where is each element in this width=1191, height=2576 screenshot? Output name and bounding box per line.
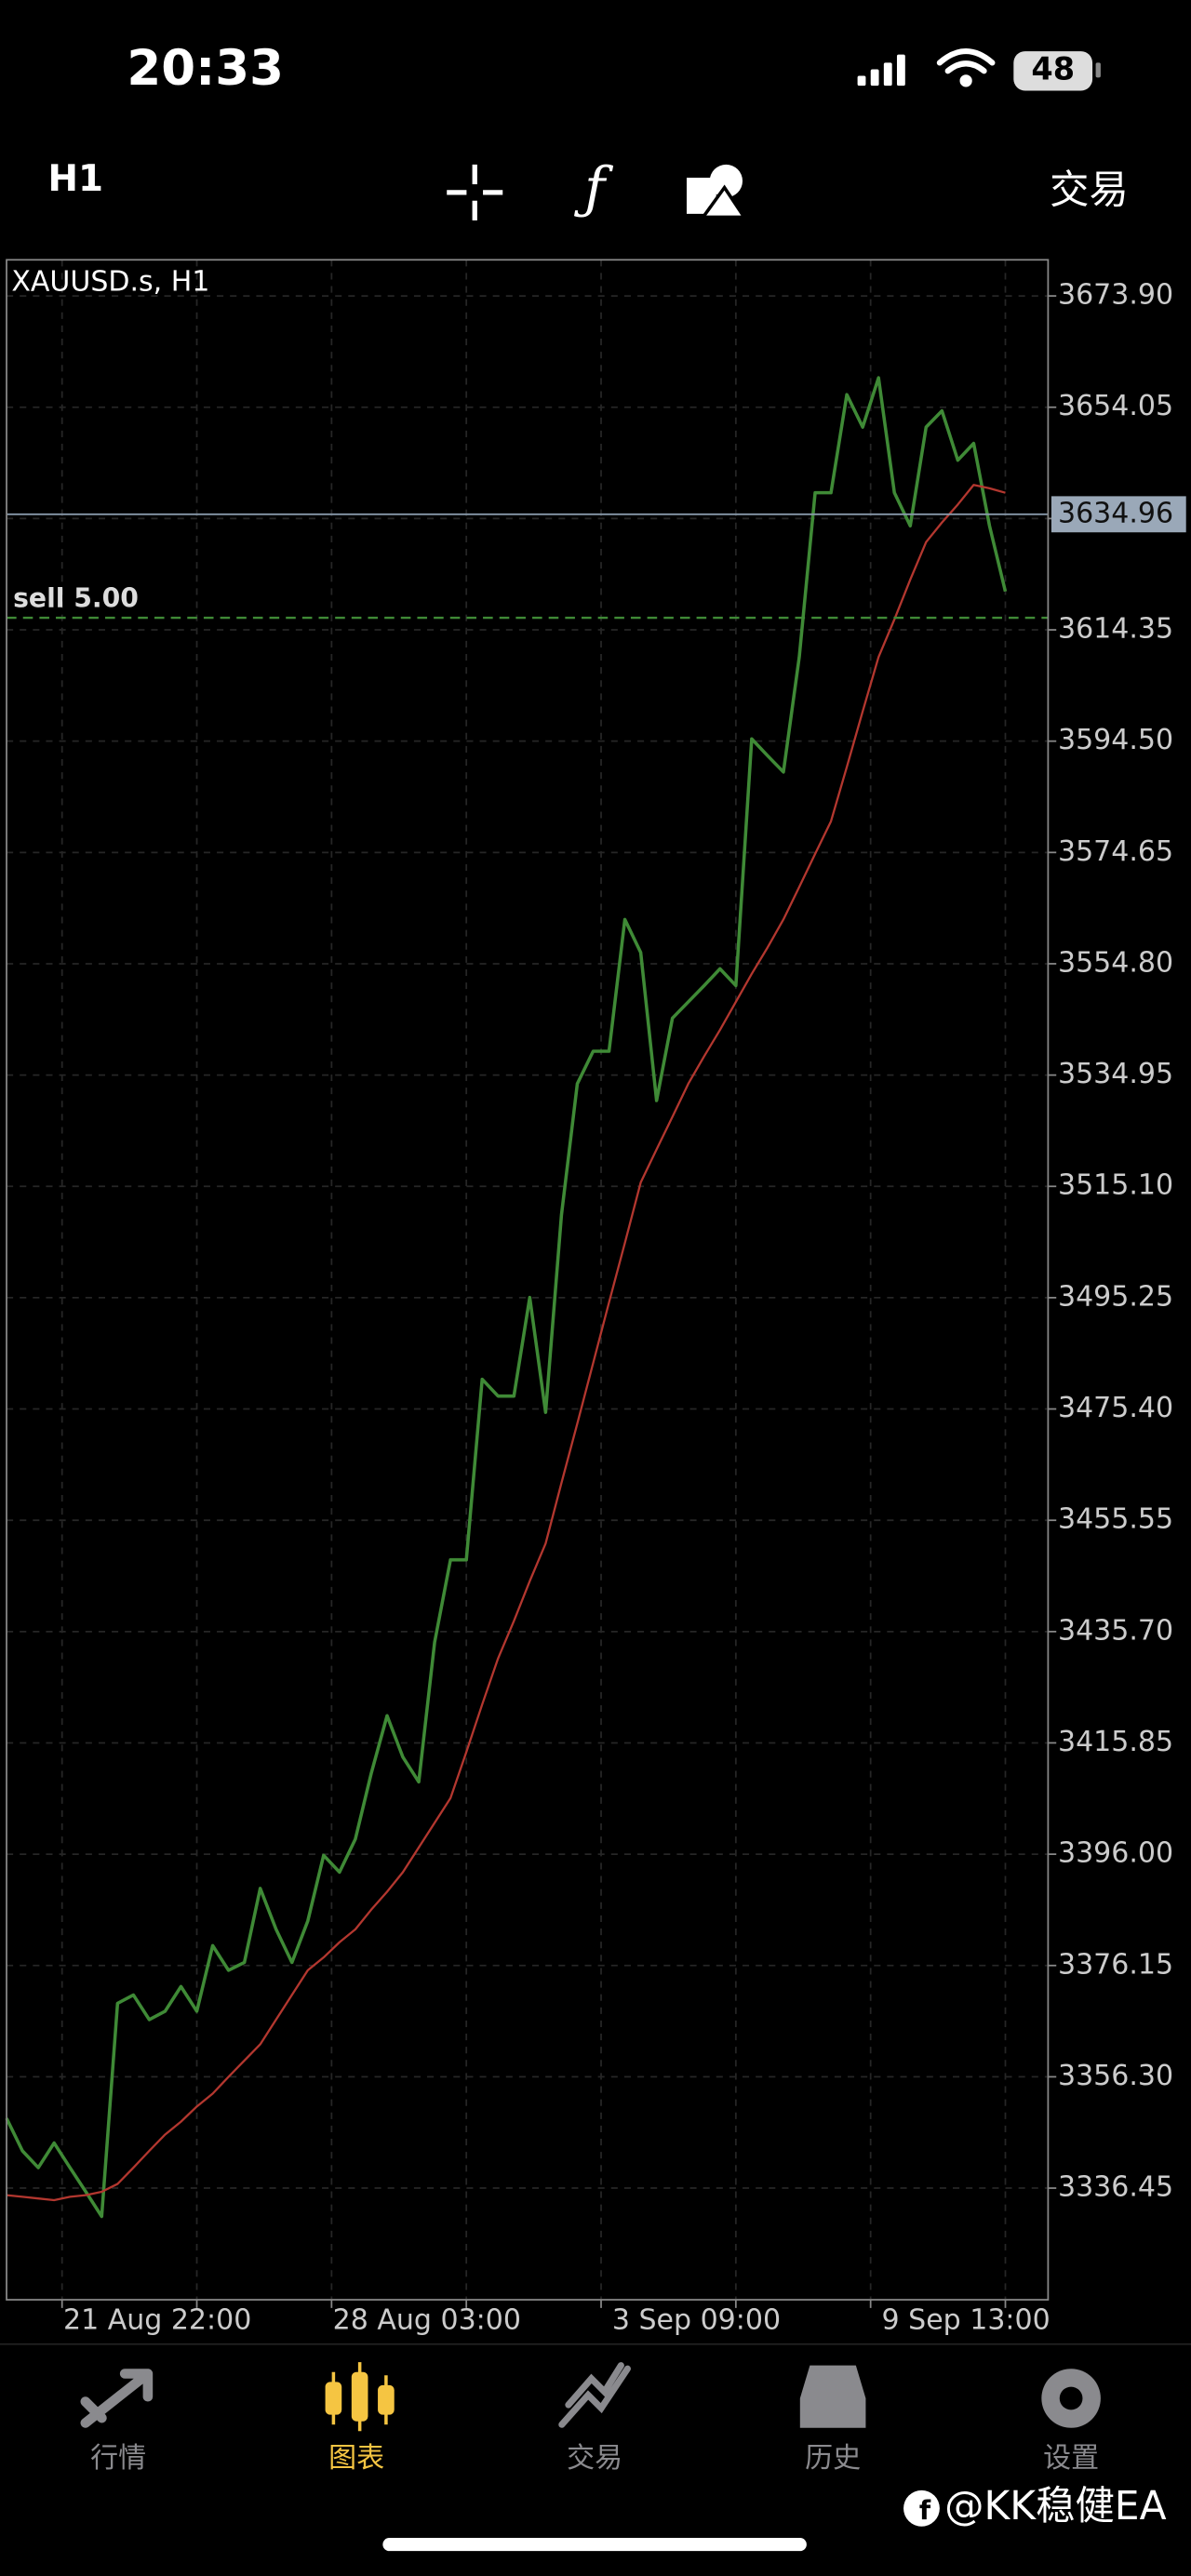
nav-bar: 行情 图表 交易 历史 设置	[80, 2362, 1101, 2475]
signal-icon	[857, 54, 905, 87]
svg-text:f: f	[919, 2495, 931, 2526]
y-tick-label: 3673.90	[1058, 279, 1173, 312]
watermark-text: @KK稳健EA	[944, 2483, 1166, 2529]
price-line	[5, 376, 1008, 2219]
y-tick-label: 3415.85	[1058, 1726, 1173, 1758]
y-tick-label: 3594.50	[1058, 724, 1173, 756]
crosshair-button[interactable]	[447, 164, 503, 220]
trade-button[interactable]: 交易	[1050, 167, 1129, 212]
y-tick-label: 3495.25	[1058, 1280, 1173, 1313]
nav-icon	[1059, 2386, 1083, 2410]
order-label: sell 5.00	[13, 583, 139, 614]
nav-icon	[799, 2365, 866, 2428]
x-tick-label: 3 Sep 09:00	[612, 2304, 781, 2337]
nav-label: 交易	[567, 2442, 622, 2475]
nav-label: 图表	[328, 2442, 384, 2475]
current-price-box	[1050, 496, 1186, 533]
y-tick-label: 3614.35	[1058, 613, 1173, 646]
y-tick-label: 3515.10	[1058, 1169, 1173, 1202]
objects-button[interactable]	[686, 164, 748, 220]
battery-level: 48	[1031, 51, 1075, 87]
nav-label: 历史	[805, 2442, 861, 2475]
nav-icon	[325, 2382, 342, 2415]
wifi-icon	[936, 48, 996, 87]
nav-tab[interactable]: 图表	[325, 2362, 395, 2475]
x-tick-label: 28 Aug 03:00	[333, 2304, 521, 2337]
y-tick-label: 3554.80	[1058, 946, 1173, 979]
y-tick-label: 3435.70	[1058, 1614, 1173, 1647]
watermark: f @KK稳健EA	[903, 2483, 1167, 2529]
chart: 3673.903654.053634.23614.353594.503574.6…	[5, 259, 1186, 2337]
timeframe-button[interactable]: H1	[47, 158, 103, 200]
y-tick-label: 3475.40	[1058, 1392, 1173, 1424]
nav-tab[interactable]: 交易	[558, 2362, 631, 2475]
y-tick-label: 3574.65	[1058, 835, 1173, 868]
nav-tab[interactable]: 行情	[80, 2369, 154, 2475]
y-tick-label: 3356.30	[1058, 2060, 1173, 2092]
y-tick-label: 3654.05	[1058, 390, 1173, 422]
current-price-label: 3634.96	[1058, 497, 1173, 529]
y-tick-label: 3376.15	[1058, 1948, 1173, 1981]
battery-tip	[1095, 62, 1101, 78]
y-tick-label: 3396.00	[1058, 1837, 1173, 1870]
nav-icon	[80, 2369, 154, 2428]
nav-label: 设置	[1043, 2442, 1099, 2475]
nav-icon	[378, 2384, 395, 2415]
nav-icon	[351, 2371, 368, 2422]
y-tick-label: 3336.45	[1058, 2171, 1173, 2204]
nav-label: 行情	[90, 2442, 146, 2475]
status-time: 20:33	[127, 40, 284, 97]
nav-icon	[558, 2362, 631, 2428]
nav-tab[interactable]: 历史	[799, 2365, 866, 2475]
home-indicator	[382, 2538, 807, 2552]
y-tick-label: 3455.55	[1058, 1503, 1173, 1536]
ma-line	[6, 484, 1006, 2202]
y-tick-label: 3534.95	[1058, 1058, 1173, 1090]
chart-title: XAUUSD.s, H1	[11, 266, 209, 299]
chart-frame	[6, 259, 1050, 2301]
nav-tab[interactable]: 设置	[1041, 2369, 1101, 2475]
x-tick-label: 9 Sep 13:00	[882, 2304, 1050, 2337]
x-tick-label: 21 Aug 22:00	[63, 2304, 251, 2337]
battery-icon	[1013, 51, 1093, 91]
